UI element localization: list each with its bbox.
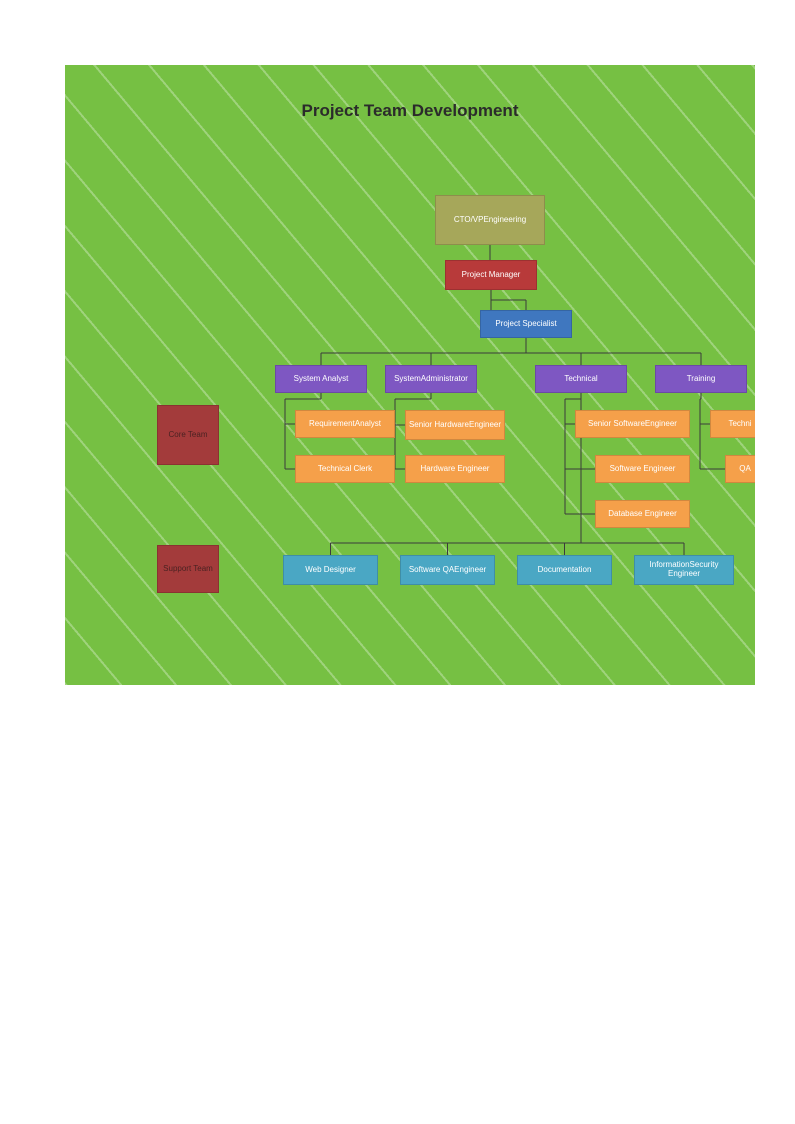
node-dbe: Database Engineer xyxy=(595,500,690,528)
node-sa: System Analyst xyxy=(275,365,367,393)
node-core: Core Team xyxy=(157,405,219,465)
node-doc: Documentation xyxy=(517,555,612,585)
node-she: Senior HardwareEngineer xyxy=(405,410,505,440)
node-support: Support Team xyxy=(157,545,219,593)
node-train: Training xyxy=(655,365,747,393)
node-wd: Web Designer xyxy=(283,555,378,585)
node-pm: Project Manager xyxy=(445,260,537,290)
node-ise: InformationSecurity Engineer xyxy=(634,555,734,585)
node-sse: Senior SoftwareEngineer xyxy=(575,410,690,438)
node-se: Software Engineer xyxy=(595,455,690,483)
node-ps: Project Specialist xyxy=(480,310,572,338)
node-sad: SystemAdministrator xyxy=(385,365,477,393)
node-ra: RequirementAnalyst xyxy=(295,410,395,438)
node-cto: CTO/VPEngineering xyxy=(435,195,545,245)
chart-canvas: Project Team Development CTO/VPEngineeri… xyxy=(65,65,755,685)
node-he: Hardware Engineer xyxy=(405,455,505,483)
node-tech: Technical xyxy=(535,365,627,393)
node-tc: Technical Clerk xyxy=(295,455,395,483)
node-techr: Techni xyxy=(710,410,755,438)
node-sqae: Software QAEngineer xyxy=(400,555,495,585)
node-qa: QA xyxy=(725,455,755,483)
